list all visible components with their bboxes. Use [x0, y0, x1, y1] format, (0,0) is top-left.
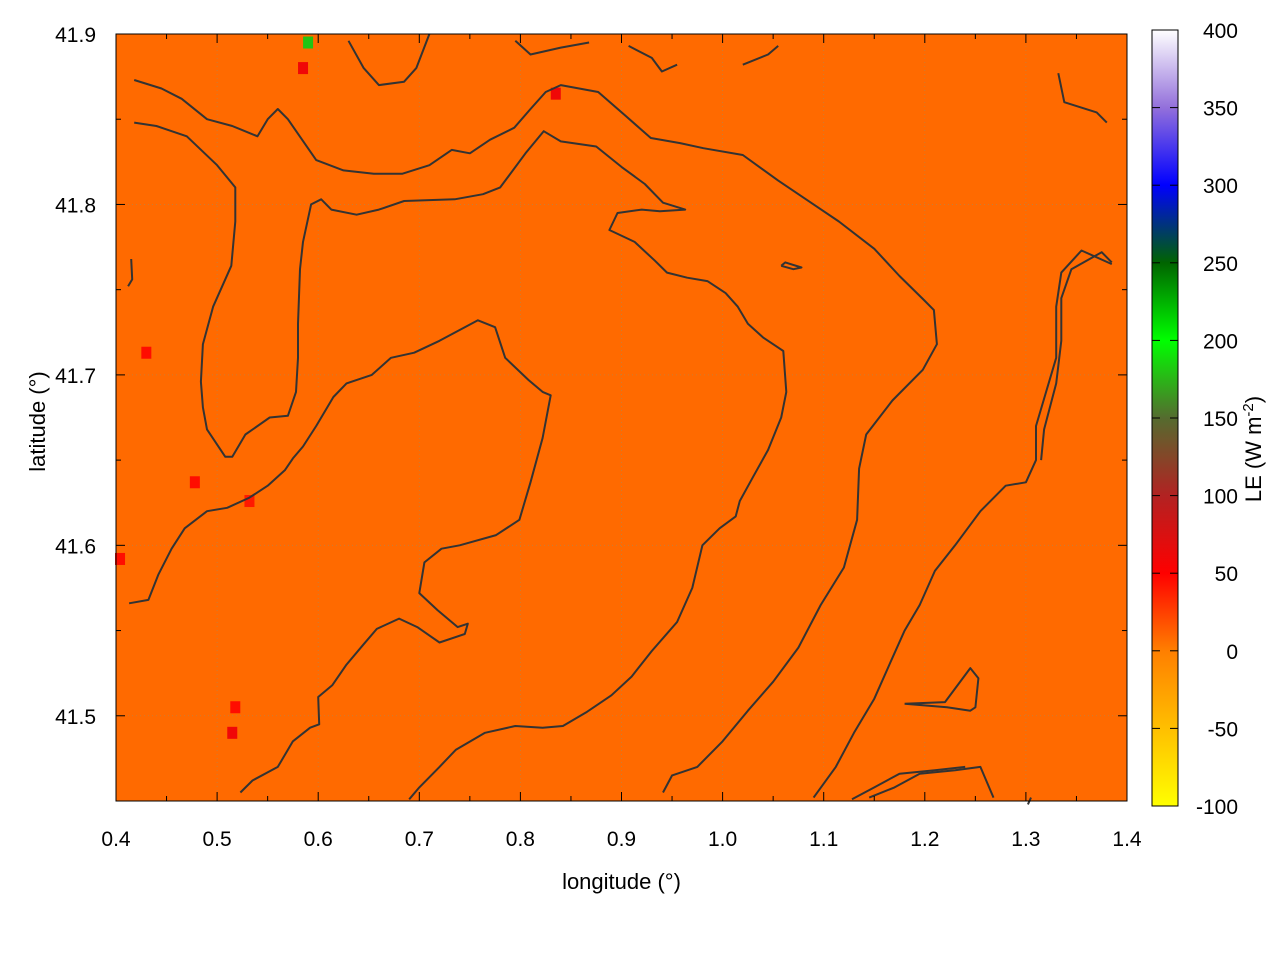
x-tick-label: 0.5	[202, 828, 231, 851]
colorbar-tick-label: 100	[1203, 486, 1238, 509]
contour-line-small	[904, 667, 980, 712]
colorbar-tick-label: 50	[1215, 563, 1238, 586]
x-tick-label: 0.8	[506, 828, 535, 851]
heatmap-hotspot	[141, 346, 152, 359]
colorbar-label-exponent: -2	[1240, 403, 1257, 416]
colorbar-label-end: )	[1241, 396, 1266, 403]
x-tick-label: 0.4	[101, 828, 131, 851]
contour-line-small	[628, 45, 678, 73]
heatmap-hotspot	[189, 476, 200, 489]
colorbar-tick-label: 200	[1203, 330, 1238, 353]
x-tick-label: 1.1	[809, 828, 838, 851]
colorbar-tick-label: 0	[1226, 641, 1238, 664]
grid-lines	[116, 34, 1127, 801]
contour-line-small	[868, 765, 995, 799]
heatmap-hotspot	[115, 552, 126, 565]
heatmap-hotspot	[227, 726, 238, 739]
heatmap-hotspot	[550, 87, 561, 100]
colorbar-tick-label: 150	[1203, 408, 1238, 431]
colorbar-label-main: LE (W m	[1241, 417, 1266, 503]
y-tick-label: 41.9	[55, 24, 96, 47]
heatmap-hotspot	[298, 62, 309, 75]
plot-area	[115, 34, 1127, 801]
contour-line-small	[742, 45, 779, 66]
contour-lines	[127, 33, 1113, 805]
contour-line-small	[1040, 251, 1113, 461]
x-axis-label: longitude (°)	[562, 869, 681, 894]
y-tick-label: 41.7	[55, 365, 96, 388]
y-axis-label: latitude (°)	[25, 371, 50, 472]
contour-line-small	[1057, 72, 1108, 124]
x-tick-label: 0.7	[405, 828, 434, 851]
axis-ticks	[115, 33, 1128, 802]
colorbar-tick-label: 350	[1203, 98, 1238, 121]
x-tick-label: 1.2	[910, 828, 939, 851]
contour-line	[133, 79, 938, 793]
x-tick-label: 1.0	[708, 828, 737, 851]
contour-line	[812, 249, 1113, 799]
colorbar-label: LE (W m-2)	[1240, 396, 1266, 502]
colorbar-tick-label: 400	[1203, 20, 1238, 43]
contour-line-small	[347, 33, 431, 87]
colorbar-tick-label: 300	[1203, 175, 1238, 198]
x-tick-label: 0.6	[304, 828, 333, 851]
contour-line-small	[127, 258, 134, 287]
contour-line-small	[514, 40, 590, 56]
y-tick-label: 41.6	[55, 535, 96, 558]
y-tick-labels: 41.5 41.6 41.7 41.8 41.9	[55, 24, 96, 729]
colorbar-ticks: -100 -50 0 50 100 150 200 250 300 350 400	[1152, 20, 1238, 819]
y-tick-label: 41.5	[55, 706, 96, 729]
contour-line	[134, 121, 788, 800]
x-tick-label: 0.9	[607, 828, 636, 851]
heatmap-hotspot	[230, 701, 241, 714]
heatmap-hotspot	[303, 36, 314, 49]
x-tick-label: 1.3	[1011, 828, 1040, 851]
colorbar-tick-label: -100	[1196, 796, 1238, 819]
contour-line-small	[851, 765, 966, 801]
x-tick-label: 1.4	[1112, 828, 1142, 851]
y-tick-label: 41.8	[55, 194, 96, 217]
colorbar-tick-label: 250	[1203, 253, 1238, 276]
heatmap-hotspot	[244, 495, 255, 508]
contour-line-small	[780, 261, 803, 271]
x-tick-labels: 0.4 0.5 0.6 0.7 0.8 0.9 1.0 1.1 1.2 1.3 1.4	[101, 828, 1142, 851]
colorbar-tick-label: -50	[1208, 718, 1238, 741]
contour-line	[128, 319, 552, 794]
heatmap-field	[116, 34, 1127, 801]
